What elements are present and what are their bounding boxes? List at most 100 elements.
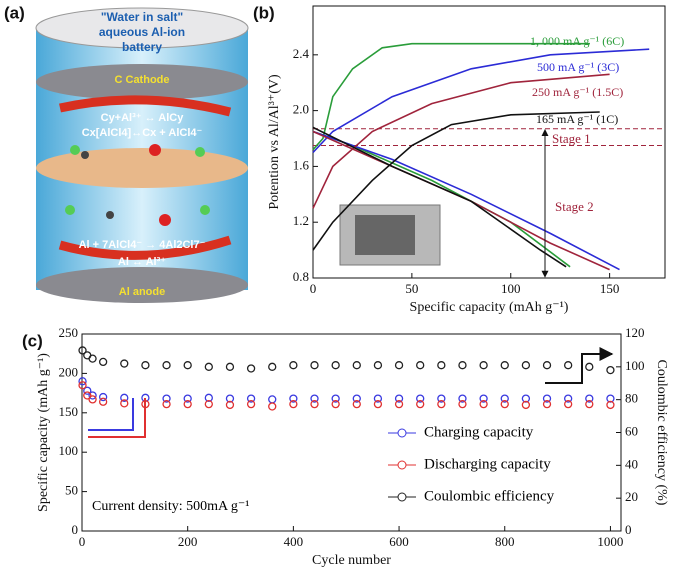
panel-label: (b) xyxy=(253,3,275,22)
x-axis-label: Cycle number xyxy=(312,553,391,568)
data-point xyxy=(373,399,383,409)
series-label: 500 mA g⁻¹ (3C) xyxy=(537,60,619,74)
legend-label: Coulombic efficiency xyxy=(424,488,555,504)
x-tick-label: 200 xyxy=(178,534,198,549)
title: battery xyxy=(122,40,162,54)
data-point xyxy=(373,394,383,403)
legend-label: Discharging capacity xyxy=(424,456,551,472)
y2-tick-label: 60 xyxy=(625,423,638,438)
data-point xyxy=(246,364,256,373)
data-point xyxy=(352,394,361,403)
legend-marker xyxy=(397,460,407,470)
arrow-bottom xyxy=(58,235,232,260)
cell xyxy=(355,215,415,255)
data-point xyxy=(141,361,150,370)
annotation: Stage 2 xyxy=(555,199,594,214)
data-point xyxy=(394,394,404,403)
data-point xyxy=(98,392,108,402)
data-point xyxy=(120,399,129,408)
data-point xyxy=(585,362,594,371)
data-point xyxy=(78,381,87,390)
equation: Al ↔ Al³⁺ xyxy=(118,256,166,268)
data-point xyxy=(437,361,446,370)
data-point xyxy=(500,399,509,409)
ions xyxy=(65,144,210,226)
data-point xyxy=(183,394,192,403)
panel-label: (c) xyxy=(22,331,43,350)
y-tick-label: 250 xyxy=(59,325,79,340)
separator xyxy=(36,148,248,188)
data-point xyxy=(521,394,531,403)
x-tick-label: 800 xyxy=(495,534,515,549)
cathode-disk xyxy=(36,64,248,100)
data-point xyxy=(268,395,277,404)
data-point xyxy=(479,399,488,409)
series-label: 250 mA g⁻¹ (1.5C) xyxy=(532,85,623,99)
panel-a: (a) "Water in salt" aqueous Al-ion batte… xyxy=(4,3,249,303)
equation: Cy+Al³⁺ ↔ AlCy xyxy=(101,112,185,124)
data-point xyxy=(310,399,319,409)
panel-label: (a) xyxy=(4,3,25,22)
legend-marker xyxy=(397,428,407,438)
data-point xyxy=(246,399,256,409)
y-tick-label: 2.0 xyxy=(293,102,309,117)
data-point xyxy=(268,362,277,371)
series-label: 1, 000 mA g⁻¹ (6C) xyxy=(530,34,624,48)
cathode-label: C Cathode xyxy=(115,74,170,86)
y2-tick-label: 120 xyxy=(625,325,645,340)
data-point xyxy=(225,362,235,371)
data-point xyxy=(416,361,425,370)
data-point xyxy=(310,394,319,403)
cap-top xyxy=(35,7,249,49)
series-line xyxy=(312,111,600,268)
data-point xyxy=(564,361,573,370)
data-point xyxy=(500,361,509,370)
equation: Al + 7AlCl4⁻ → 4Al2Cl7⁻ xyxy=(79,239,206,251)
inset-photo xyxy=(339,204,441,266)
data-point xyxy=(564,399,573,409)
data-point xyxy=(606,400,615,410)
data-point xyxy=(204,399,213,409)
data-point xyxy=(88,395,97,404)
data-point xyxy=(78,377,87,386)
anode-disk xyxy=(36,267,248,303)
data-point xyxy=(373,361,383,370)
data-point xyxy=(289,394,298,403)
data-point xyxy=(225,394,235,403)
annotation: Current density: 500mA g⁻¹ xyxy=(92,499,249,514)
data-point xyxy=(458,361,467,370)
data-point xyxy=(78,346,87,355)
legend-marker xyxy=(397,492,407,502)
y-tick-label: 1.2 xyxy=(293,213,309,228)
data-point xyxy=(352,361,361,370)
y-tick-label: 0 xyxy=(72,522,79,537)
anode-label: Al anode xyxy=(119,286,165,298)
data-point xyxy=(500,394,509,403)
annotation: Stage 1 xyxy=(552,131,591,146)
data-point xyxy=(416,394,425,403)
y-axis-label: Potention vs Al/Al³⁺(V) xyxy=(267,74,282,210)
data-point xyxy=(98,357,108,367)
data-point xyxy=(564,394,573,403)
data-point xyxy=(542,399,552,409)
data-point xyxy=(183,361,192,370)
data-point xyxy=(120,359,129,368)
axis-arrow xyxy=(545,347,614,384)
plot-frame xyxy=(312,5,666,279)
y-tick-label: 100 xyxy=(59,443,79,458)
data-point xyxy=(437,399,446,409)
data-point xyxy=(83,386,92,395)
data-point xyxy=(606,394,615,403)
axis-arrow xyxy=(88,398,146,438)
y-tick-label: 2.4 xyxy=(293,46,310,61)
data-point xyxy=(437,394,446,403)
x-axis-label: Specific capacity (mAh g⁻¹) xyxy=(410,300,569,315)
data-point xyxy=(183,399,192,409)
axis-arrow xyxy=(88,398,134,431)
data-point xyxy=(289,399,298,409)
x-tick-label: 0 xyxy=(310,281,317,296)
x-tick-label: 600 xyxy=(389,534,409,549)
data-point xyxy=(88,391,97,400)
x-tick-label: 100 xyxy=(501,281,521,296)
